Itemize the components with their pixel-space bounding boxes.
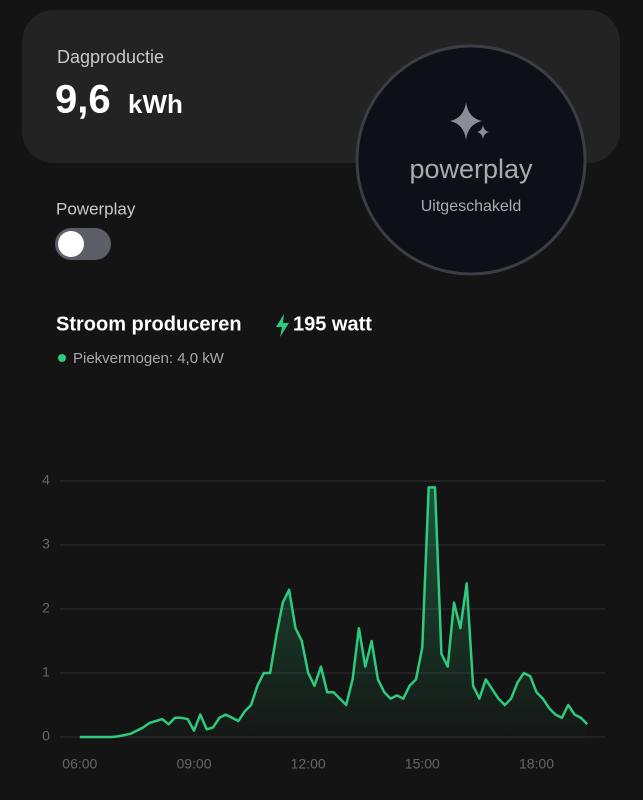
legend-dot [58,354,66,362]
legend-label: Piekvermogen: 4,0 kW [73,350,225,367]
badge-brand: powerplay [409,154,533,184]
section-title: Stroom produceren [56,313,242,335]
y-tick-label: 3 [42,536,50,552]
x-tick-label: 18:00 [519,756,554,772]
card-title: Dagproductie [57,47,164,67]
chart: 0 1 2 3 4 06:00 09:00 12:00 15:00 18:00 [42,472,605,772]
toggle-knob [58,231,84,257]
current-power: 195 watt [293,313,372,335]
badge-status: Uitgeschakeld [421,198,522,215]
x-tick-label: 15:00 [405,756,440,772]
y-tick-label: 0 [42,728,50,744]
y-tick-label: 4 [42,472,50,488]
x-tick-label: 12:00 [291,756,326,772]
sparkle-icon [450,102,489,140]
y-tick-label: 2 [42,600,50,616]
area [79,487,588,737]
x-tick-label: 06:00 [62,756,97,772]
bolt-icon [276,314,289,337]
toggle-label: Powerplay [56,199,136,218]
line [79,486,589,739]
powerplay-badge[interactable] [355,44,587,276]
x-tick-label: 09:00 [176,756,211,772]
day-unit: kWh [128,89,183,119]
day-value: 9,6 [55,78,111,122]
y-tick-label: 1 [42,664,50,680]
